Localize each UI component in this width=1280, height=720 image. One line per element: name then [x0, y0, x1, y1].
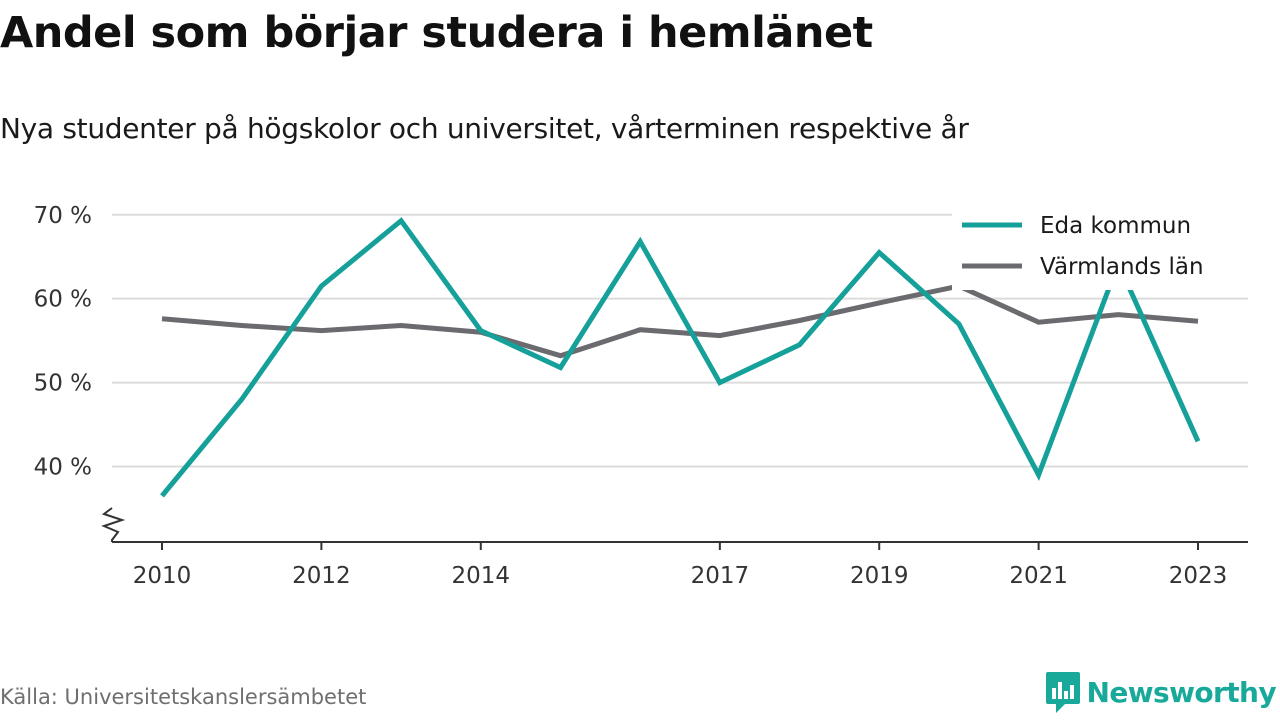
y-tick-label: 70 % [34, 203, 92, 229]
series-line-eda [160, 217, 1201, 498]
y-axis-break-icon [101, 507, 126, 542]
y-tick-label: 40 % [34, 454, 92, 480]
x-tick-label: 2012 [292, 563, 351, 589]
x-tick-label: 2019 [850, 563, 909, 589]
line-chart: 40 % 50 % 60 % 70 % 2010 2012 2014 2017 2019 202… [34, 202, 1248, 589]
x-tick-label: 2014 [451, 563, 510, 589]
legend-label-varmland: Värmlands län [1040, 254, 1204, 280]
y-tick-label: 50 % [34, 371, 92, 397]
x-axis-tick-labels: 2010 2012 2014 2017 2019 2021 2023 [133, 542, 1228, 589]
legend-background [952, 202, 1248, 290]
y-axis-tick-labels: 40 % 50 % 60 % 70 % [34, 203, 92, 481]
x-tick-label: 2017 [691, 563, 750, 589]
x-tick-label: 2010 [133, 563, 192, 589]
series-line-varmland [161, 283, 1199, 359]
series-lines [160, 217, 1201, 498]
x-tick-label: 2021 [1009, 563, 1068, 589]
newsworthy-logo-icon [1045, 672, 1080, 713]
source-note: Källa: Universitetskanslersämbetet [0, 685, 367, 709]
brand-name: Newsworthy [1086, 675, 1277, 709]
x-axis [101, 507, 1248, 543]
chart-subtitle: Nya studenter på högskolor och universit… [0, 112, 969, 145]
y-tick-label: 60 % [34, 287, 92, 313]
x-tick-label: 2023 [1169, 563, 1228, 589]
chart-title: Andel som börjar studera i hemlänet [0, 8, 873, 58]
legend-label-eda: Eda kommun [1040, 213, 1191, 239]
legend: Eda kommun Värmlands län [952, 202, 1248, 290]
newsworthy-logo: Newsworthy [1045, 670, 1277, 714]
